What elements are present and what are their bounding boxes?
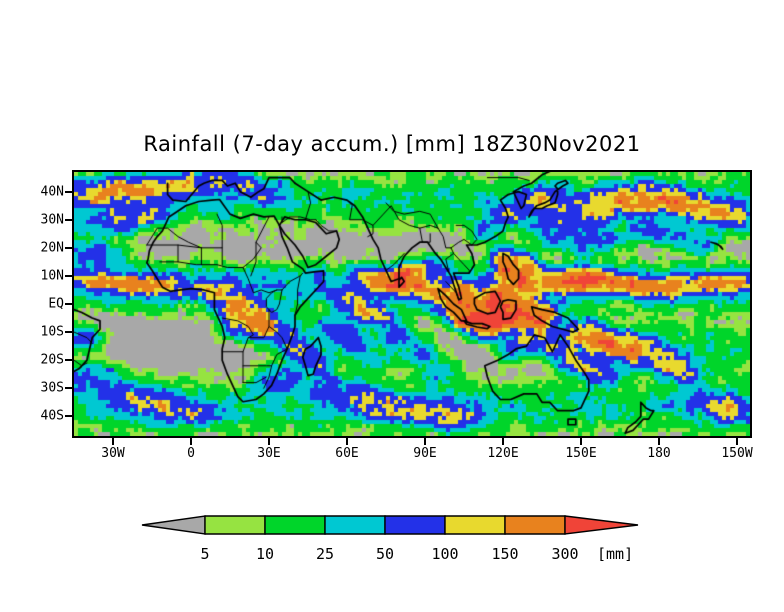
y-tick-mark [65,274,72,277]
x-tick-label: 60E [335,446,359,461]
colorbar-tick-label: 300 [551,545,579,563]
y-tick-mark [65,303,72,305]
rainfall-field-canvas [74,172,750,436]
colorbar-segment [444,515,506,535]
x-tick-mark [736,438,738,445]
y-tick-mark [65,190,72,193]
y-tick-label: 20S [40,352,64,368]
colorbar-segment [204,515,266,535]
page-title: Rainfall (7-day accum.) [mm] 18Z30Nov202… [143,132,641,156]
y-tick-label: 10S [40,324,64,340]
x-tick-mark [502,438,504,445]
x-tick-label: 0 [187,446,195,461]
colorbar-unit-label: [mm] [597,545,634,563]
colorbar-segment [504,515,566,535]
colorbar-tick-label: 150 [491,545,519,563]
colorbar-segment [384,515,446,535]
colorbar-tick-label: 25 [315,545,335,563]
colorbar-segment [564,515,639,535]
y-tick-label: 20N [40,240,64,256]
y-tick-label: 30N [40,212,64,228]
x-tick-label: 30E [257,446,281,461]
y-tick-mark [65,218,72,221]
colorbar-tick-label: 100 [431,545,459,563]
x-tick-mark [346,438,348,445]
y-tick-mark [65,246,72,249]
x-tick-label: 30W [101,446,125,461]
x-tick-mark [268,438,270,445]
map-plot-area [72,170,752,438]
y-tick-label: 10N [40,268,64,284]
y-tick-mark [65,359,72,362]
colorbar-segment [141,515,206,535]
y-tick-mark [65,331,72,334]
x-tick-mark [190,438,192,445]
colorbar-segment [264,515,326,535]
x-tick-label: 150W [721,446,753,461]
y-tick-mark [65,415,72,418]
x-tick-mark [112,438,114,445]
x-tick-label: 90E [413,446,437,461]
x-tick-label: 150E [565,446,597,461]
x-tick-mark [658,438,660,445]
colorbar-swatches [141,515,639,535]
x-tick-label: 180 [647,446,671,461]
x-tick-label: 120E [487,446,519,461]
colorbar-segment [324,515,386,535]
y-tick-label: 40N [40,184,64,200]
x-tick-mark [424,438,426,445]
y-tick-label: 40S [40,408,64,424]
colorbar-tick-label: 10 [255,545,275,563]
colorbar-tick-label: 5 [200,545,210,563]
y-tick-label: EQ [48,296,64,312]
y-tick-label: 30S [40,380,64,396]
y-tick-mark [65,387,72,390]
colorbar-tick-label: 50 [375,545,395,563]
colorbar: [mm] 5 10 25 50 100 150 300 [0,505,784,575]
x-tick-mark [580,438,582,445]
